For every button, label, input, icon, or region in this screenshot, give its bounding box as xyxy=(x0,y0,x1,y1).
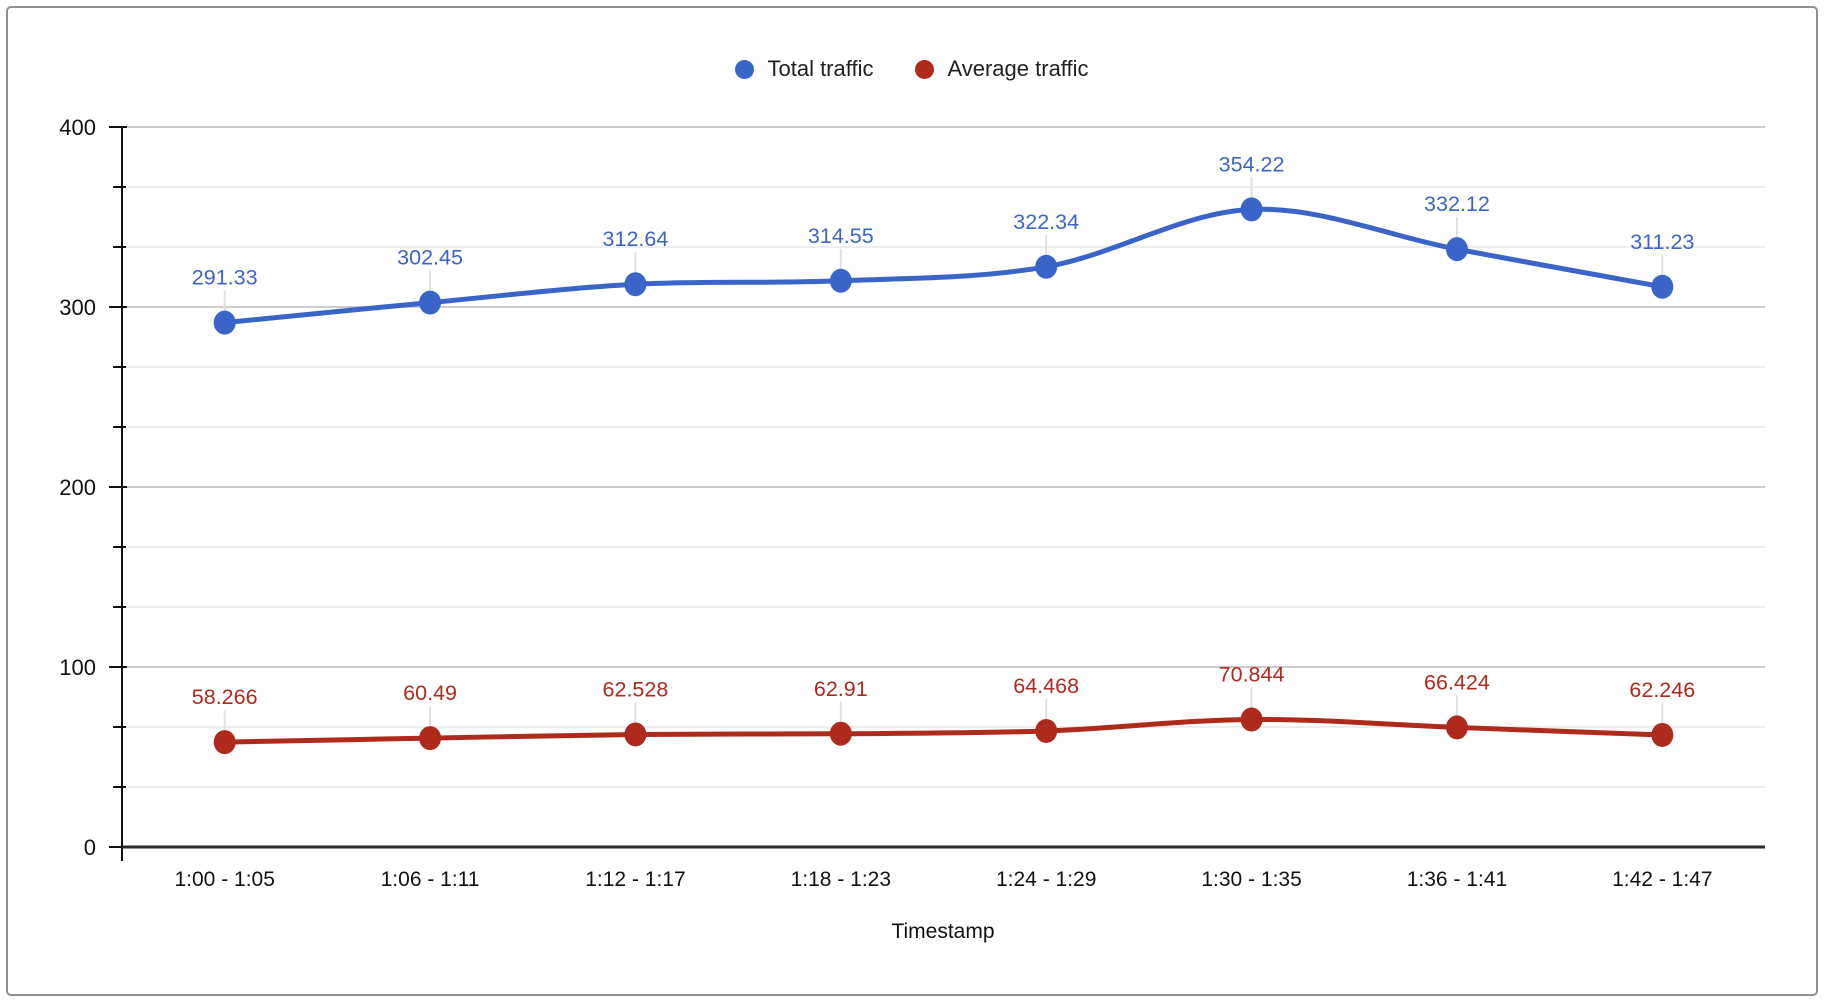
chart-legend: Total traffic Average traffic xyxy=(0,52,1824,86)
data-point-label: 70.844 xyxy=(1219,662,1285,686)
data-point-marker[interactable] xyxy=(419,290,442,315)
legend-item-average-traffic[interactable]: Average traffic xyxy=(915,52,1089,86)
series-line-total-traffic xyxy=(222,206,1665,326)
data-point-label: 302.45 xyxy=(397,246,463,270)
legend-marker-average-traffic-icon xyxy=(915,59,935,79)
x-axis-tick-label: 1:24 - 1:29 xyxy=(996,868,1096,891)
data-point-label: 64.468 xyxy=(1013,674,1079,698)
legend-item-total-traffic[interactable]: Total traffic xyxy=(735,52,873,86)
y-axis-tick-label: 100 xyxy=(59,655,96,680)
data-point-marker[interactable] xyxy=(419,726,442,751)
y-axis-tick-label: 200 xyxy=(59,475,96,500)
data-point-marker[interactable] xyxy=(1445,715,1468,740)
x-axis-tick-label: 1:12 - 1:17 xyxy=(585,868,685,891)
data-point-marker[interactable] xyxy=(1035,254,1058,279)
data-point-label: 332.12 xyxy=(1424,192,1490,216)
x-axis-tick-label: 1:00 - 1:05 xyxy=(174,868,274,891)
legend-marker-total-traffic-icon xyxy=(735,59,755,79)
data-point-marker[interactable] xyxy=(1651,274,1674,299)
data-point-label: 354.22 xyxy=(1219,152,1285,176)
chart-panel xyxy=(6,6,1818,996)
legend-label-total-traffic: Total traffic xyxy=(767,56,874,81)
data-point-marker[interactable] xyxy=(1035,718,1058,743)
data-point-label: 58.266 xyxy=(192,685,258,709)
data-point-label: 66.424 xyxy=(1424,670,1490,694)
data-point-label: 62.246 xyxy=(1629,678,1695,702)
data-point-marker[interactable] xyxy=(1240,197,1263,222)
data-point-label: 312.64 xyxy=(603,227,669,251)
x-axis-tick-label: 1:06 - 1:11 xyxy=(381,868,480,891)
data-point-label: 291.33 xyxy=(192,266,258,290)
data-point-label: 62.528 xyxy=(603,677,669,701)
x-axis-tick-label: 1:30 - 1:35 xyxy=(1201,868,1301,891)
data-point-marker[interactable] xyxy=(213,310,236,335)
data-point-marker[interactable] xyxy=(1445,237,1468,262)
data-point-label: 322.34 xyxy=(1013,210,1079,234)
data-point-marker[interactable] xyxy=(624,272,647,297)
x-axis-tick-label: 1:18 - 1:23 xyxy=(791,868,891,891)
y-axis-tick-label: 300 xyxy=(59,295,96,320)
data-point-marker[interactable] xyxy=(829,721,852,746)
data-point-marker[interactable] xyxy=(624,722,647,747)
series-line-average-traffic xyxy=(222,716,1665,745)
data-point-label: 314.55 xyxy=(808,224,874,248)
y-axis-tick-label: 400 xyxy=(59,115,96,140)
y-axis-tick-label: 0 xyxy=(84,835,96,860)
data-point-marker[interactable] xyxy=(1240,707,1263,732)
x-axis-tick-label: 1:42 - 1:47 xyxy=(1612,868,1712,891)
data-point-marker[interactable] xyxy=(829,268,852,293)
data-point-label: 311.23 xyxy=(1630,230,1694,254)
x-axis-title: Timestamp xyxy=(891,920,995,943)
x-axis-tick-label: 1:36 - 1:41 xyxy=(1407,868,1507,891)
data-point-marker[interactable] xyxy=(1651,722,1674,747)
legend-label-average-traffic: Average traffic xyxy=(947,56,1089,81)
data-point-marker[interactable] xyxy=(213,730,236,755)
data-point-label: 62.91 xyxy=(814,677,868,701)
data-point-label: 60.49 xyxy=(403,681,457,705)
